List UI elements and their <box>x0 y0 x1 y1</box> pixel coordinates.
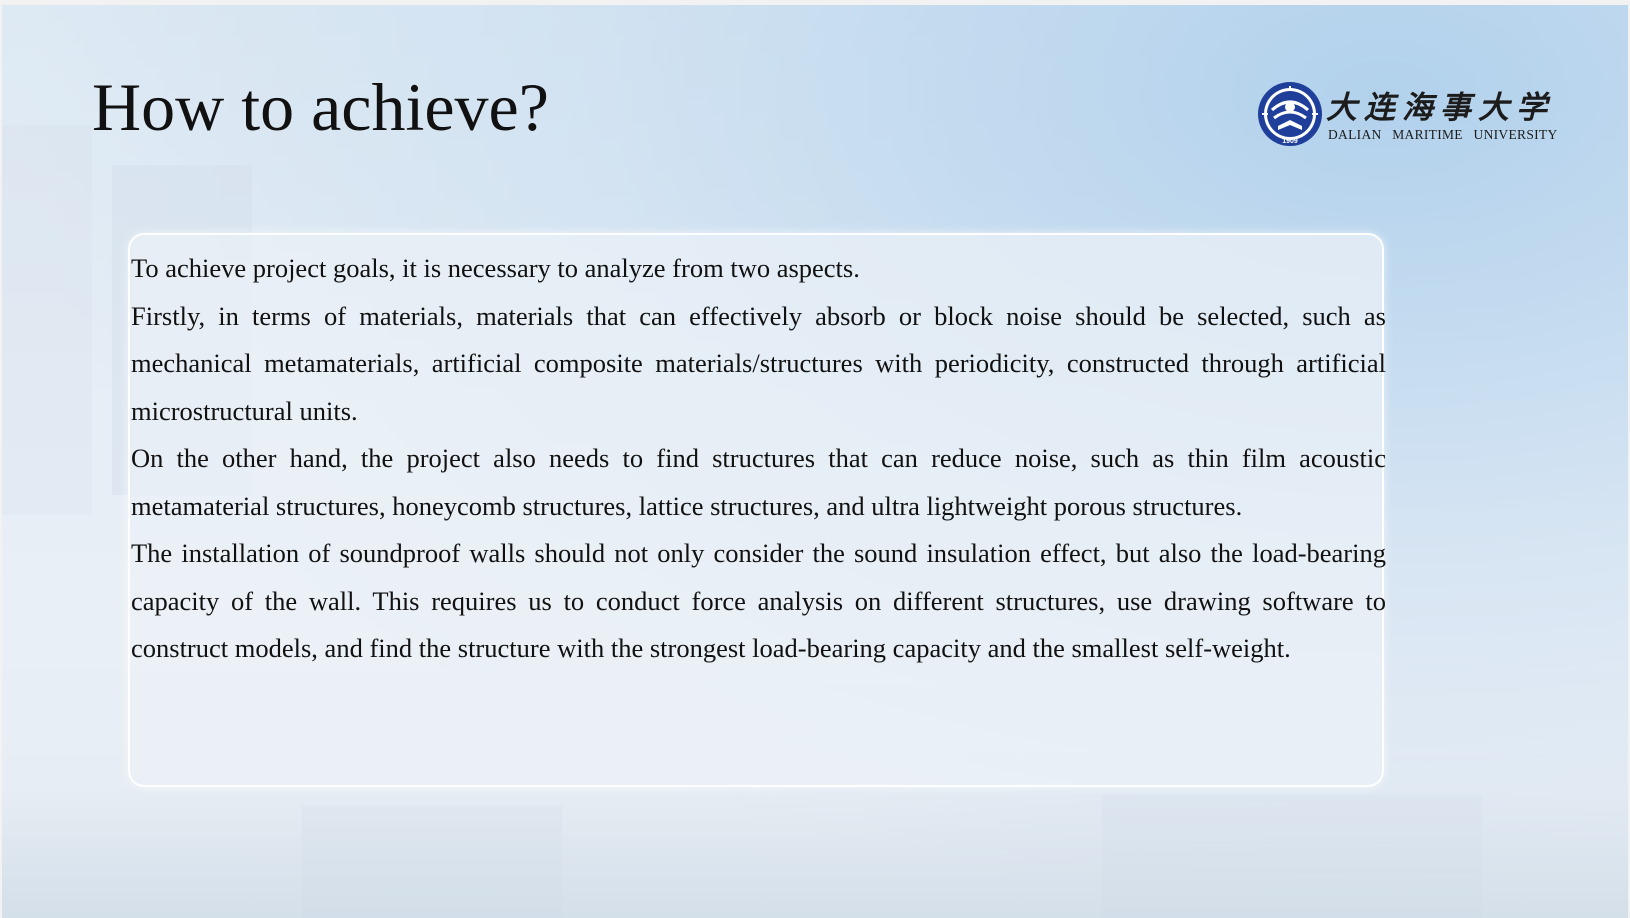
paragraph-load-bearing: The installation of soundproof walls sho… <box>131 538 1386 663</box>
background-building <box>2 125 92 515</box>
university-logo: 1909 大连海事大学 DALIAN MARITIME UNIVERSITY <box>1256 80 1557 150</box>
paragraph-materials: Firstly, in terms of materials, material… <box>131 300 1386 426</box>
background-building <box>1102 795 1482 918</box>
logo-chinese-name: 大连海事大学 <box>1326 90 1554 126</box>
dmu-emblem-icon: 1909 <box>1258 82 1322 146</box>
background-building <box>302 805 562 918</box>
logo-english-name: DALIAN MARITIME UNIVERSITY <box>1328 127 1558 142</box>
body-text: To achieve project goals, it is necessar… <box>131 245 1386 673</box>
emblem-year: 1909 <box>1282 138 1298 145</box>
paragraph-intro: To achieve project goals, it is necessar… <box>131 253 860 283</box>
paragraph-structures: On the other hand, the project also need… <box>131 443 1386 521</box>
slide-title: How to achieve? <box>92 69 549 145</box>
content-panel <box>128 233 1384 787</box>
